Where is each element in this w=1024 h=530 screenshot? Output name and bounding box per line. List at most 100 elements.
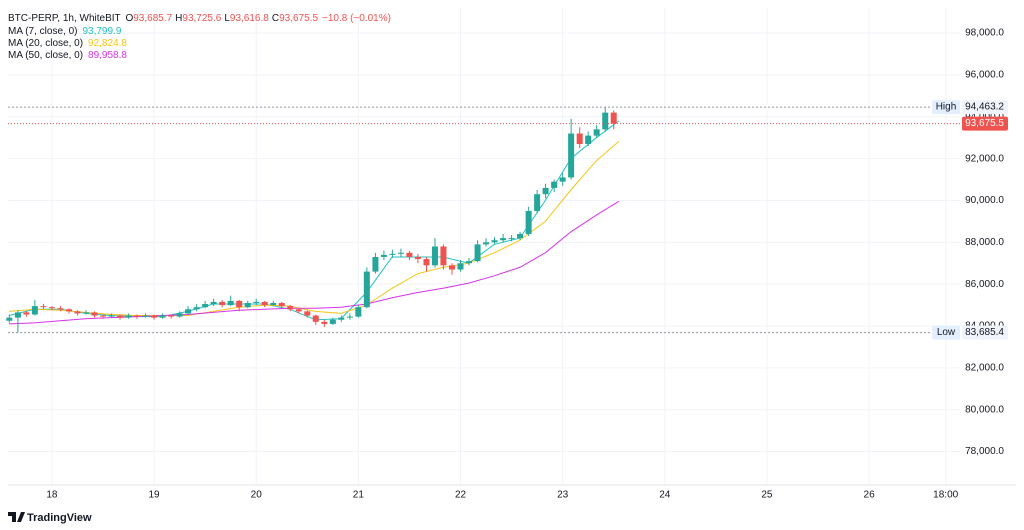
candle-body — [227, 300, 234, 306]
candle-body — [389, 253, 396, 255]
price-label-box — [962, 325, 1008, 340]
candle-body — [193, 307, 200, 310]
candle-body — [414, 256, 421, 260]
candle-body — [48, 307, 55, 309]
candle-body — [483, 242, 490, 245]
footer-logo — [8, 512, 25, 522]
x-tick-label: 23 — [557, 490, 569, 501]
x-tick-label: 24 — [659, 490, 671, 501]
axes: 78,000.080,000.082,000.084,000.086,000.0… — [46, 28, 1008, 501]
y-tick-label: 82,000.0 — [965, 362, 1004, 373]
price-label: 94,463.2 — [965, 102, 1004, 113]
ohlc-key: O — [125, 13, 133, 24]
candle-body — [457, 263, 464, 270]
ohlc-value: 93,685.7 — [133, 13, 172, 24]
ohlc-value: 93,725.6 — [182, 13, 221, 24]
ohlc-value: 93,616.8 — [230, 13, 269, 24]
x-tick-label: 18 — [46, 490, 58, 501]
last-price-box — [962, 116, 1008, 131]
candle-body — [355, 307, 362, 317]
candle-body — [568, 133, 575, 178]
x-tick-label: 21 — [353, 490, 365, 501]
candle-body — [287, 306, 294, 310]
legend-entry: MA (20, close, 0) 92,824.8 — [8, 38, 127, 49]
y-tick-label: 80,000.0 — [965, 404, 1004, 415]
y-tick-label: 90,000.0 — [965, 195, 1004, 206]
price-name-box — [932, 325, 960, 340]
candle-body — [108, 315, 115, 317]
candle-body — [363, 271, 370, 308]
x-tick-label: 20 — [251, 490, 263, 501]
candle-body — [210, 301, 217, 305]
candle-body — [559, 177, 566, 182]
candle-body — [465, 261, 472, 264]
candle-body — [551, 181, 558, 188]
ohlc-value: 93,675.5 — [279, 13, 318, 24]
candle-body — [117, 315, 124, 318]
y-tick-label: 92,000.0 — [965, 153, 1004, 164]
candle-body — [236, 300, 243, 308]
symbol: BTC-PERP, 1h, WhiteBIT — [8, 13, 121, 24]
candle-body — [82, 312, 89, 314]
candle-body — [542, 187, 549, 195]
legend-value: 93,799.9 — [82, 26, 121, 37]
candle-body — [338, 317, 345, 320]
candle-body — [525, 210, 532, 234]
ohlc-key: L — [224, 13, 230, 24]
candle-body — [602, 112, 609, 130]
candle-body — [610, 112, 617, 124]
ohlc-key: H — [175, 13, 182, 24]
price-label: 83,685.4 — [965, 327, 1004, 338]
candle-body — [474, 244, 481, 262]
candle-body — [406, 252, 413, 257]
candle-body — [304, 311, 311, 316]
candle-body — [500, 238, 507, 241]
x-tick-label: 19 — [149, 490, 161, 501]
candle-body — [65, 309, 72, 312]
y-tick-label: 88,000.0 — [965, 237, 1004, 248]
candle-body — [159, 315, 166, 318]
legend-name: MA (50, close, 0) — [8, 50, 83, 61]
last-price-label: 93,675.5 — [965, 118, 1004, 129]
candle-body — [185, 309, 192, 314]
candle-body — [202, 304, 209, 308]
grid — [8, 8, 960, 485]
candle-body — [176, 313, 183, 317]
candle-body — [270, 302, 277, 306]
candle-body — [423, 259, 430, 266]
legend-entry: MA (7, close, 0) 93,799.9 — [8, 26, 122, 37]
price-label-box — [962, 100, 1008, 115]
y-tick-label: 98,000.0 — [965, 28, 1004, 39]
candle-body — [278, 302, 285, 307]
candle-body — [380, 254, 387, 257]
candle-body — [431, 246, 438, 266]
candle-body — [142, 315, 149, 317]
candle-body — [517, 233, 524, 239]
candle-body — [168, 315, 175, 317]
change: −10.8 (−0.01%) — [322, 13, 391, 24]
candle-body — [125, 315, 132, 318]
candle-body — [440, 246, 447, 266]
candle-body — [99, 315, 106, 317]
candle-body — [14, 312, 21, 318]
legend-value: 92,824.8 — [88, 38, 127, 49]
x-tick-label: 26 — [864, 490, 876, 501]
legend-name: MA (7, close, 0) — [8, 26, 77, 37]
x-tick-label: 18:00 — [933, 490, 958, 501]
candle-body — [491, 240, 498, 243]
legend-name: MA (20, close, 0) — [8, 38, 83, 49]
price-name: Low — [937, 327, 956, 338]
candle-body — [329, 319, 336, 324]
candle-body — [23, 312, 30, 315]
symbol-header: BTC-PERP, 1h, WhiteBIT O93,685.7 H93,725.6… — [8, 13, 391, 24]
footer-brand: TradingView — [27, 512, 92, 524]
candle-body — [74, 311, 81, 314]
price-name-box — [932, 100, 960, 115]
candle-body — [397, 252, 404, 254]
candle-body — [508, 238, 515, 240]
candle-body — [585, 135, 592, 144]
candle-body — [6, 317, 13, 321]
candle-body — [57, 308, 64, 310]
